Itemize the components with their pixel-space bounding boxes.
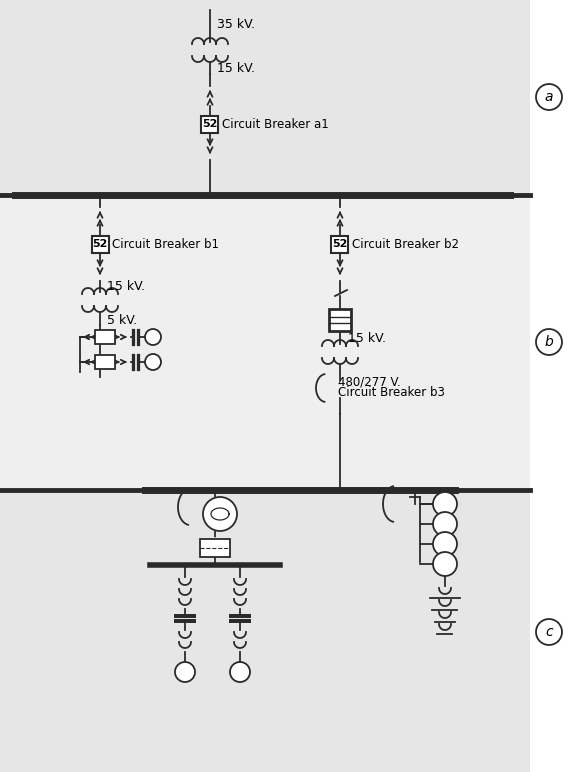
Bar <box>95 330 115 344</box>
Text: b: b <box>545 335 554 349</box>
Circle shape <box>230 662 250 682</box>
Text: Circuit Breaker b2: Circuit Breaker b2 <box>353 238 460 250</box>
Circle shape <box>433 492 457 516</box>
Bar <box>329 309 351 331</box>
Text: Circuit Breaker a1: Circuit Breaker a1 <box>222 117 329 130</box>
Circle shape <box>145 354 161 370</box>
Circle shape <box>433 532 457 556</box>
Circle shape <box>175 662 195 682</box>
Circle shape <box>433 512 457 536</box>
Bar <box>332 235 348 252</box>
Text: 52: 52 <box>332 239 348 249</box>
Text: 15 kV.: 15 kV. <box>348 333 386 346</box>
Bar <box>95 355 115 369</box>
Bar <box>0 0 530 195</box>
Bar <box>530 0 569 772</box>
Circle shape <box>433 552 457 576</box>
Circle shape <box>536 329 562 355</box>
Text: a: a <box>545 90 553 104</box>
Bar <box>92 235 109 252</box>
Text: Circuit Breaker b3: Circuit Breaker b3 <box>338 385 445 398</box>
Text: 15 kV.: 15 kV. <box>217 63 255 76</box>
Text: 5 kV.: 5 kV. <box>107 313 137 327</box>
Circle shape <box>145 329 161 345</box>
Text: Circuit Breaker b1: Circuit Breaker b1 <box>113 238 220 250</box>
Text: 15 kV.: 15 kV. <box>107 280 145 293</box>
Bar <box>200 539 230 557</box>
Bar <box>0 195 530 490</box>
Text: 480/277 V.: 480/277 V. <box>338 375 401 388</box>
Text: c: c <box>545 625 553 639</box>
Text: 52: 52 <box>92 239 108 249</box>
Circle shape <box>536 84 562 110</box>
Bar <box>0 490 530 772</box>
Bar <box>201 116 218 133</box>
Text: 35 kV.: 35 kV. <box>217 18 255 31</box>
Text: 52: 52 <box>203 119 218 129</box>
Circle shape <box>203 497 237 531</box>
Circle shape <box>536 619 562 645</box>
